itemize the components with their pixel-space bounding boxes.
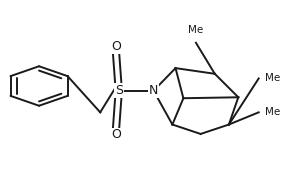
Text: Me: Me [188,25,204,35]
Text: O: O [111,128,121,141]
Text: O: O [111,40,121,53]
Text: N: N [149,84,158,97]
Text: S: S [115,84,123,97]
Text: Me: Me [265,107,280,117]
Text: Me: Me [265,73,280,83]
